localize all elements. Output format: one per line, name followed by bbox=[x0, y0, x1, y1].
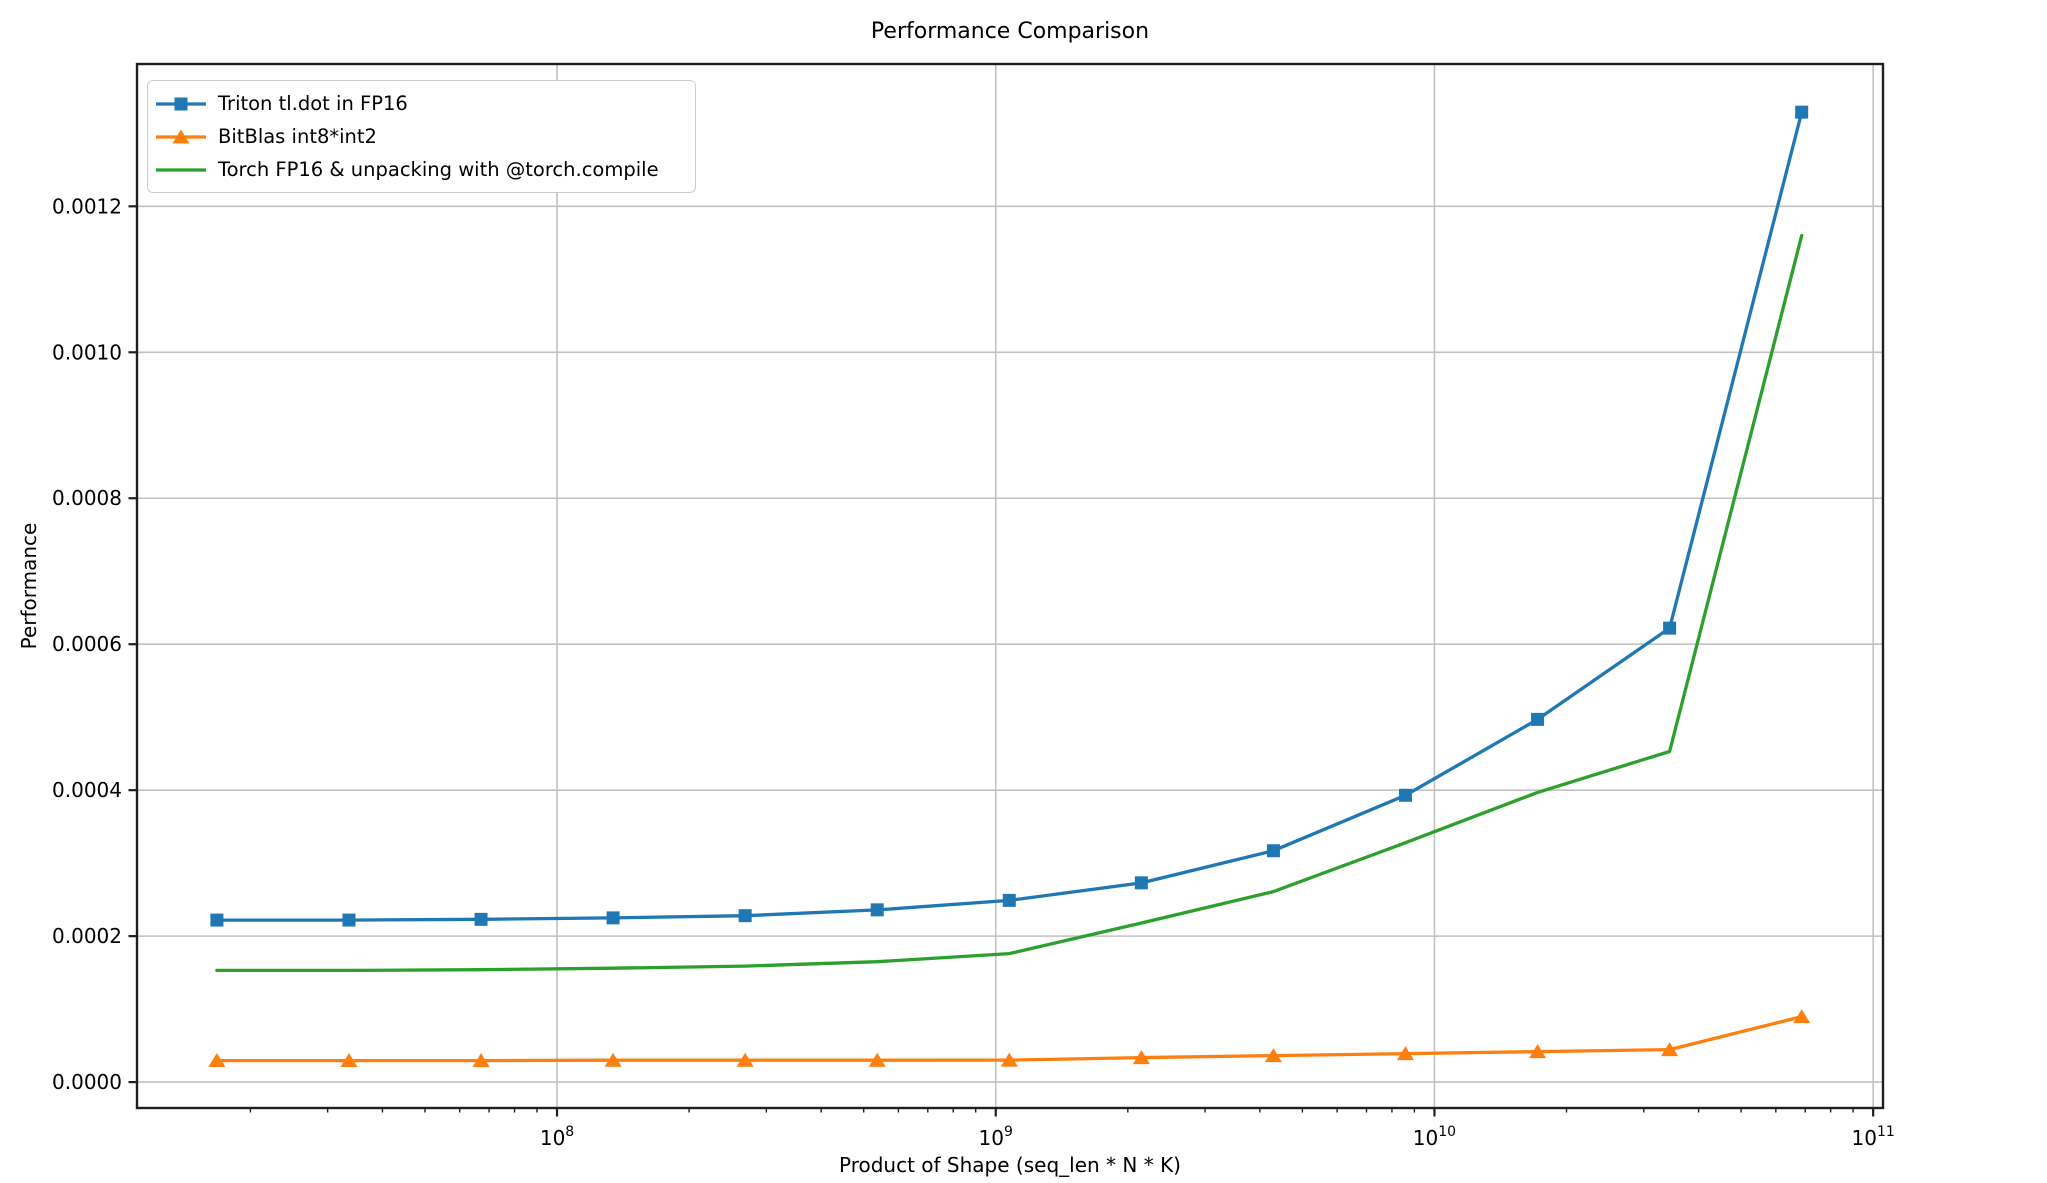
legend-item-triton: Triton tl.dot in FP16 bbox=[155, 93, 683, 115]
legend-item-bitblas: BitBlas int8*int2 bbox=[155, 126, 683, 148]
series-1-marker bbox=[1529, 1044, 1547, 1059]
legend-line-square-icon bbox=[156, 97, 206, 110]
legend-label: BitBlas int8*int2 bbox=[218, 124, 377, 148]
x-axis-label: Product of Shape (seq_len * N * K) bbox=[839, 1153, 1181, 1177]
series-1-marker bbox=[208, 1053, 226, 1068]
legend-label: Torch FP16 & unpacking with @torch.compi… bbox=[218, 157, 659, 181]
x-tick-label: 1011 bbox=[1852, 1124, 1895, 1150]
series-0-marker bbox=[210, 913, 224, 927]
series-1-marker bbox=[472, 1053, 490, 1068]
series-0-marker bbox=[1002, 893, 1016, 907]
series-0-marker bbox=[870, 903, 884, 917]
series-0-marker bbox=[738, 909, 752, 923]
series-0-marker bbox=[474, 912, 488, 926]
y-tick-label: 0.0010 bbox=[52, 340, 122, 364]
series-0-marker bbox=[1134, 876, 1148, 890]
series-0-marker bbox=[1266, 844, 1280, 858]
series-1-marker bbox=[1793, 1009, 1811, 1024]
series-1-marker bbox=[340, 1053, 358, 1068]
y-tick-label: 0.0002 bbox=[52, 924, 122, 948]
series-1-marker bbox=[1000, 1052, 1018, 1067]
series-line-0 bbox=[215, 110, 1804, 922]
legend-label: Triton tl.dot in FP16 bbox=[218, 91, 408, 115]
x-tick-label: 1010 bbox=[1413, 1124, 1456, 1150]
series-0-marker bbox=[1795, 105, 1809, 119]
series-1-marker bbox=[1396, 1046, 1414, 1061]
legend-sample-marker bbox=[172, 129, 190, 143]
legend-sample-marker bbox=[174, 97, 188, 110]
series-0-marker bbox=[606, 911, 620, 925]
legend-item-torch: Torch FP16 & unpacking with @torch.compi… bbox=[155, 159, 683, 181]
series-1-marker bbox=[1264, 1048, 1282, 1063]
x-tick-label: 109 bbox=[979, 1124, 1013, 1150]
legend-line-plain-icon bbox=[156, 167, 206, 172]
legend: Triton tl.dot in FP16 BitBlas int8*int2 … bbox=[147, 80, 696, 193]
series-0-marker bbox=[342, 913, 356, 927]
legend-line-triangle-icon bbox=[156, 129, 206, 143]
series-1-marker bbox=[736, 1052, 754, 1067]
series-1-marker bbox=[1661, 1042, 1679, 1057]
series-0-marker bbox=[1663, 621, 1677, 635]
y-tick-label: 0.0012 bbox=[52, 194, 122, 218]
series-1-marker bbox=[604, 1052, 622, 1067]
chart-title: Performance Comparison bbox=[870, 19, 1150, 44]
y-tick-label: 0.0006 bbox=[52, 632, 122, 656]
series-1-marker bbox=[868, 1052, 886, 1067]
series-1-marker bbox=[1132, 1050, 1150, 1065]
series-0-marker bbox=[1398, 788, 1412, 802]
y-tick-label: 0.0008 bbox=[52, 486, 122, 510]
x-tick-label: 108 bbox=[540, 1124, 574, 1150]
y-axis-label: Performance bbox=[17, 522, 41, 650]
series-0-marker bbox=[1531, 712, 1545, 726]
y-tick-label: 0.0004 bbox=[52, 778, 122, 802]
series-line-2 bbox=[215, 233, 1804, 973]
plot-border bbox=[135, 62, 1885, 1110]
y-tick-label: 0.0000 bbox=[52, 1070, 122, 1094]
